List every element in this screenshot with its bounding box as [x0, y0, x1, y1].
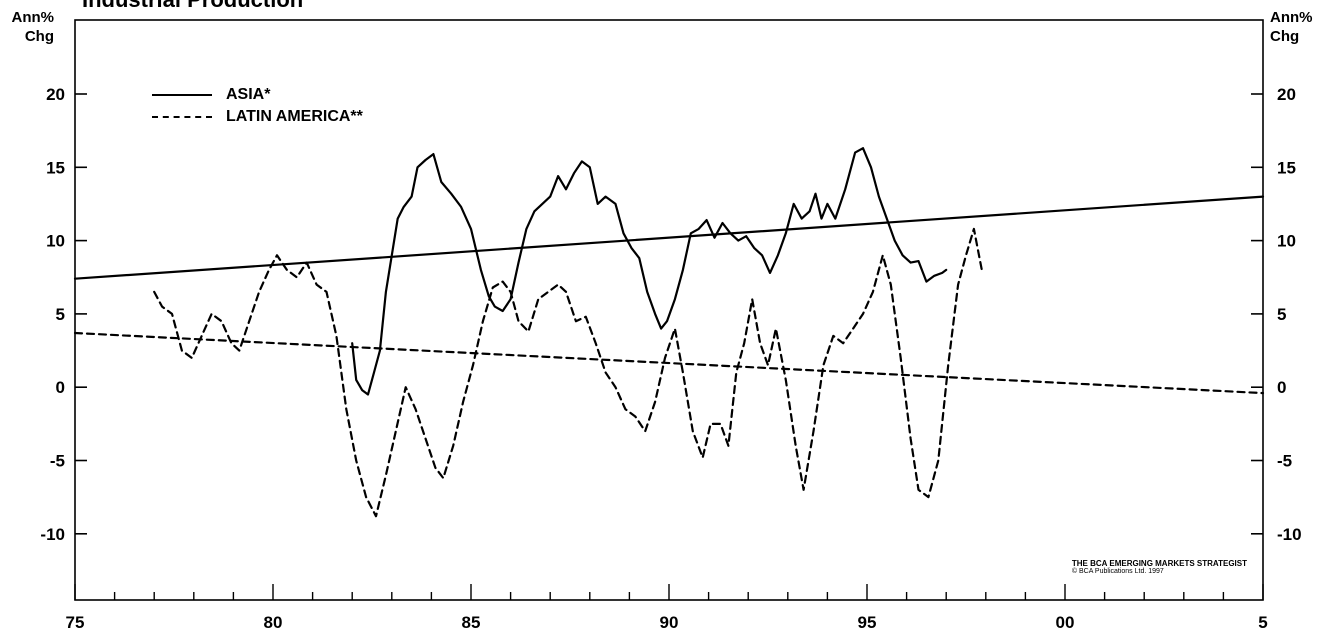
right-axis-unit-line1: Ann%: [1270, 9, 1313, 26]
left-axis-unit-line2: Chg: [24, 28, 54, 45]
chart-legend: ASIA* LATIN AMERICA**: [152, 84, 363, 128]
legend-swatch-dashed: [152, 116, 212, 118]
source-copyright: © BCA Publications Ltd. 1997: [1071, 568, 1164, 575]
x-tick-label: 5: [1258, 613, 1267, 632]
latin-america-series-line: [153, 227, 983, 518]
right-axis-unit: Ann% Chg: [1270, 8, 1313, 46]
x-tick-label: 85: [462, 613, 481, 632]
legend-item-asia: ASIA*: [152, 84, 363, 106]
y-tick-label-left: 20: [46, 85, 65, 104]
asia-series-line: [351, 147, 948, 396]
legend-swatch-solid: [152, 94, 212, 96]
x-tick-label: 75: [66, 613, 85, 632]
asia-trend-line: [73, 195, 1265, 280]
chart-title: Industrial Production: [82, 0, 303, 13]
legend-label-asia: ASIA*: [226, 86, 271, 103]
source-publication: THE BCA EMERGING MARKETS STRATEGIST: [1071, 559, 1247, 568]
latin-america-trend-line: [73, 331, 1265, 395]
x-tick-label: 80: [264, 613, 283, 632]
left-axis-unit: Ann% Chg: [8, 8, 55, 46]
y-tick-label-left: 0: [56, 378, 65, 397]
legend-item-latin-america: LATIN AMERICA**: [152, 106, 363, 128]
y-tick-label-left: -10: [40, 525, 65, 544]
y-tick-label-right: 5: [1277, 305, 1286, 324]
legend-label-latin-america: LATIN AMERICA**: [226, 108, 363, 125]
chart-series: [73, 147, 1265, 518]
y-tick-label-left: 15: [46, 158, 65, 177]
y-tick-label-left: 10: [46, 232, 65, 251]
source-note: THE BCA EMERGING MARKETS STRATEGIST © BC…: [1072, 559, 1247, 575]
y-tick-label-right: 15: [1277, 158, 1296, 177]
x-tick-label: 00: [1056, 613, 1075, 632]
y-tick-label-right: -5: [1277, 452, 1292, 471]
x-tick-label: 90: [660, 613, 679, 632]
y-tick-label-right: -10: [1277, 525, 1302, 544]
y-tick-label-left: 5: [56, 305, 65, 324]
x-tick-label: 95: [858, 613, 877, 632]
y-tick-label-right: 0: [1277, 378, 1286, 397]
y-tick-label-left: -5: [50, 452, 65, 471]
y-tick-label-right: 10: [1277, 232, 1296, 251]
right-axis-unit-line2: Chg: [1270, 28, 1300, 45]
y-tick-label-right: 20: [1277, 85, 1296, 104]
left-axis-unit-line1: Ann%: [11, 9, 55, 26]
